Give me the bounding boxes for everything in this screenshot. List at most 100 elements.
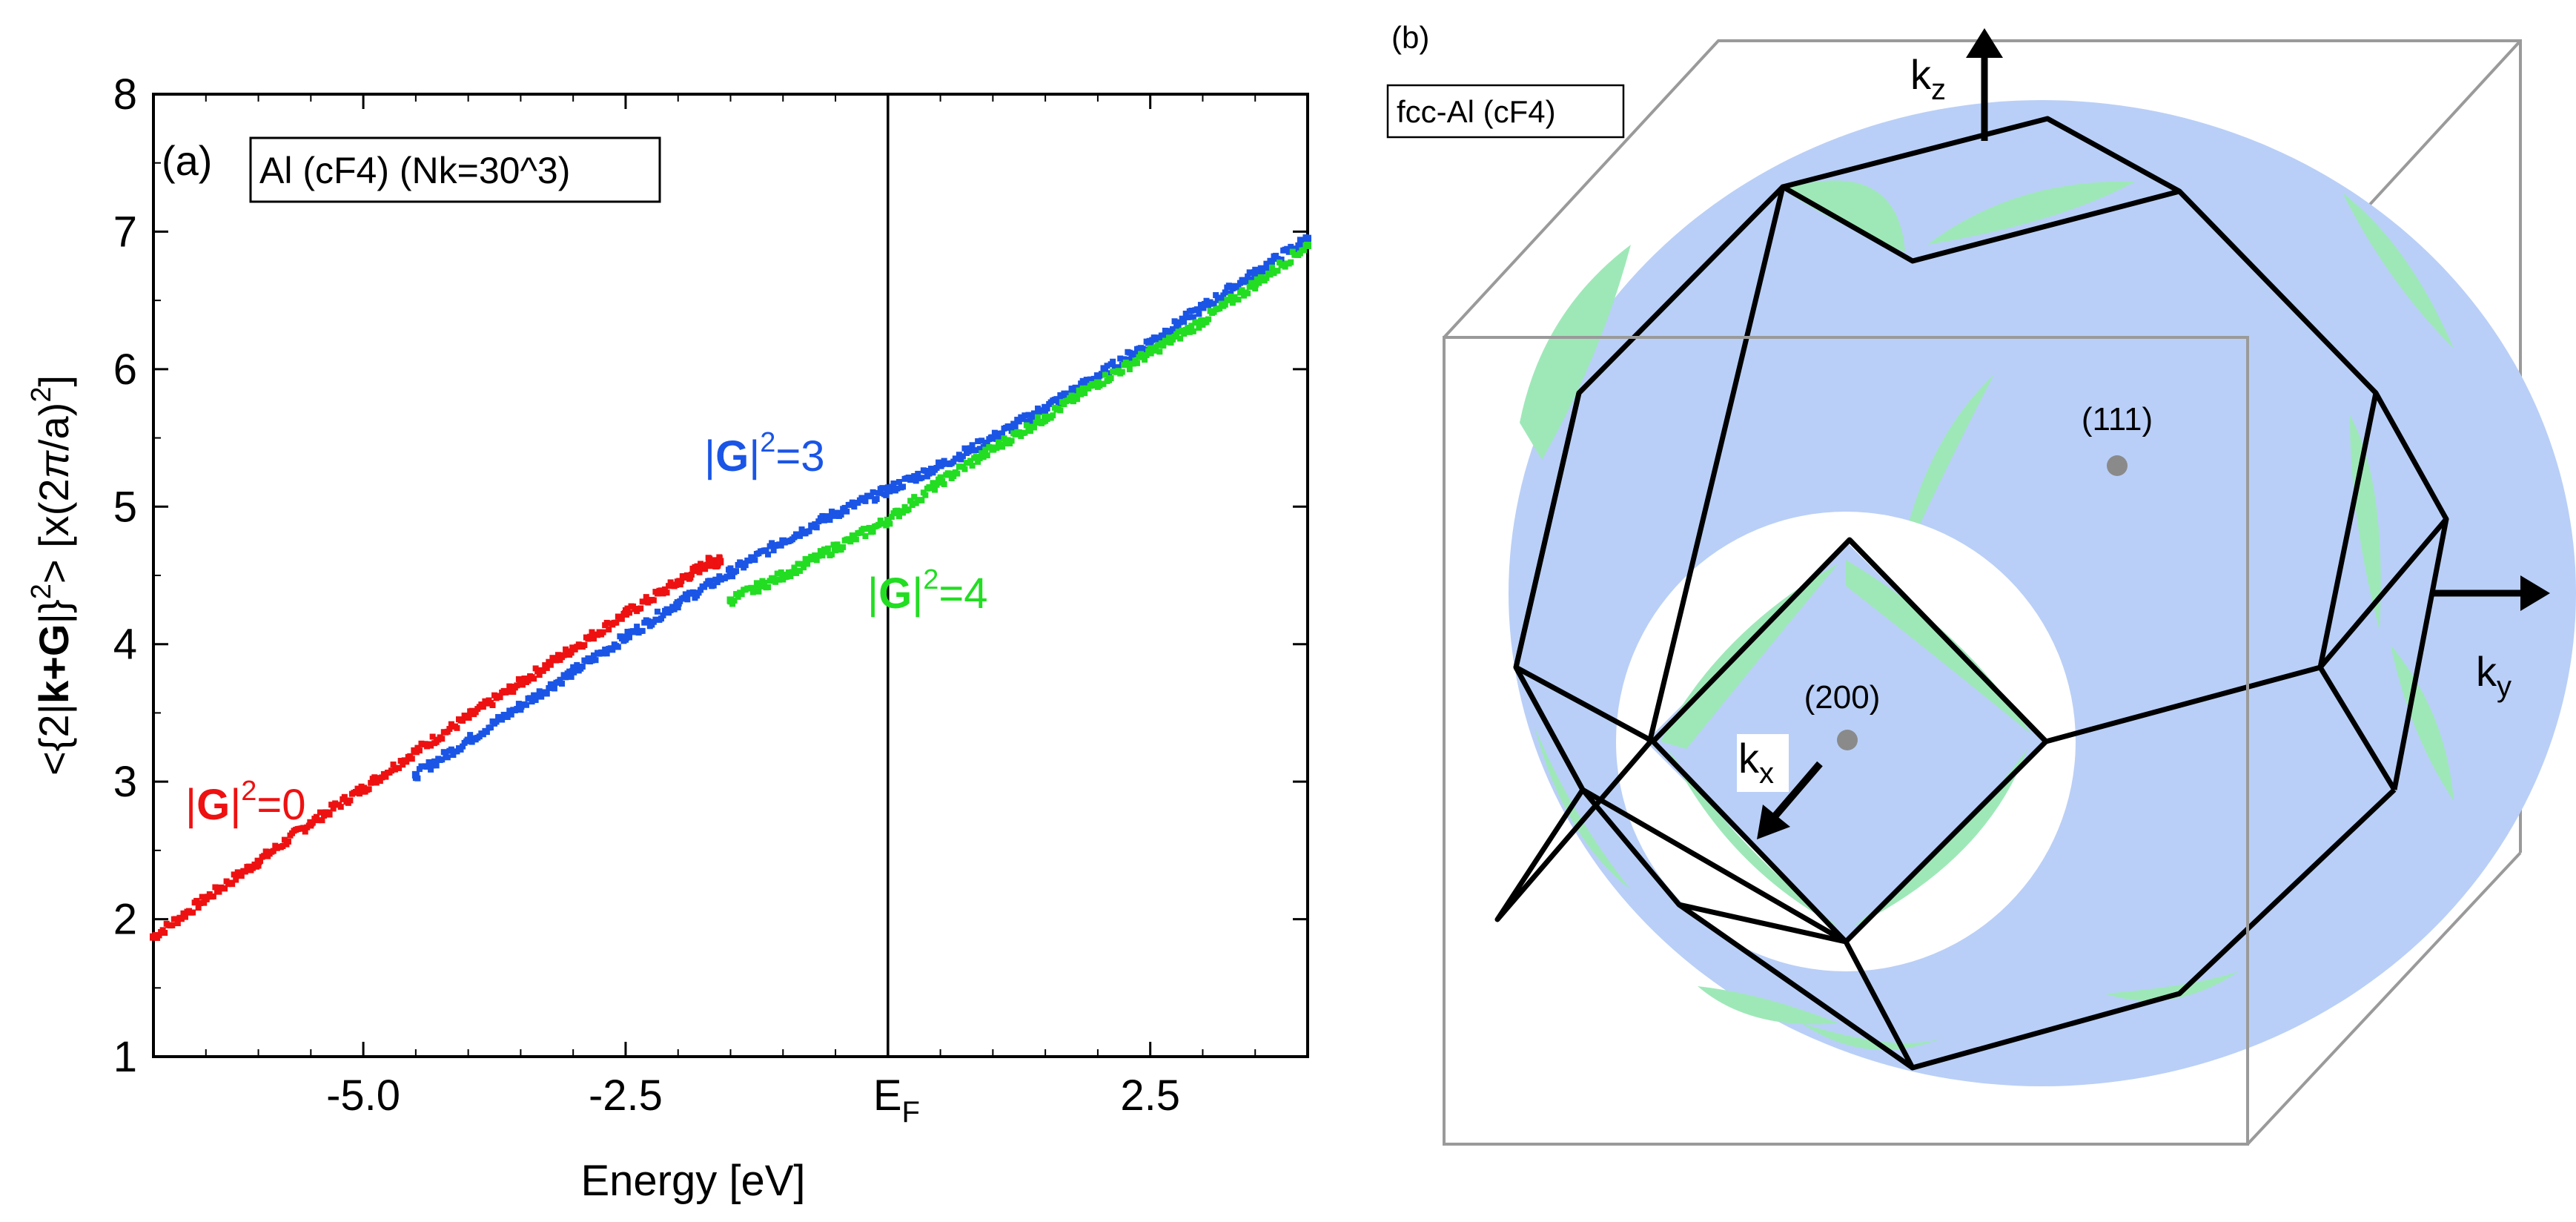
data-point <box>658 587 664 594</box>
data-point <box>1229 300 1236 306</box>
data-point <box>431 758 438 764</box>
data-point <box>476 733 483 740</box>
data-point <box>1022 429 1028 436</box>
data-point <box>1188 307 1195 314</box>
data-point <box>645 618 652 624</box>
data-point <box>979 450 985 457</box>
data-point <box>660 590 666 597</box>
data-point <box>566 668 573 675</box>
data-point <box>377 778 383 785</box>
data-point <box>517 707 524 713</box>
data-point <box>989 445 997 453</box>
data-point <box>1263 274 1270 281</box>
data-point <box>907 498 914 504</box>
data-point <box>632 629 638 635</box>
data-point <box>765 584 772 590</box>
data-point <box>851 532 858 539</box>
data-point <box>504 713 511 720</box>
data-point <box>643 594 649 601</box>
data-point <box>993 445 1000 452</box>
y-tick-label: 1 <box>113 1033 137 1081</box>
panel-a-label: (a) <box>162 137 212 184</box>
data-point <box>753 580 760 587</box>
data-point <box>1285 248 1292 255</box>
data-point <box>1268 259 1275 265</box>
data-point <box>506 707 513 714</box>
data-point <box>1093 372 1102 380</box>
data-point <box>909 502 915 509</box>
data-point <box>795 561 801 567</box>
panel-b-label: (b) <box>1391 20 1429 55</box>
data-point <box>641 598 648 605</box>
data-point <box>457 746 464 753</box>
data-point <box>895 478 902 485</box>
data-point <box>538 693 545 700</box>
data-point <box>1023 418 1030 425</box>
data-point <box>980 454 987 460</box>
data-point <box>1295 242 1302 248</box>
data-point <box>761 579 767 586</box>
data-point <box>609 647 616 653</box>
data-point <box>915 470 921 477</box>
data-point <box>546 684 552 691</box>
data-point <box>354 785 361 792</box>
data-point <box>696 569 703 575</box>
data-point <box>894 507 901 514</box>
data-point <box>694 563 701 569</box>
data-point <box>911 473 918 480</box>
data-point <box>1082 382 1088 389</box>
data-point <box>687 574 694 581</box>
data-point <box>1248 276 1255 283</box>
data-point <box>765 551 772 558</box>
data-point <box>1079 377 1086 384</box>
data-point <box>460 717 466 724</box>
data-point <box>480 731 486 738</box>
data-point <box>967 445 974 452</box>
data-point <box>521 676 528 682</box>
data-point <box>1070 398 1077 405</box>
data-point <box>195 905 202 911</box>
data-point <box>888 483 895 490</box>
data-point <box>534 692 541 698</box>
data-point <box>460 743 466 750</box>
data-point <box>823 549 830 555</box>
data-point <box>589 657 595 664</box>
data-point <box>666 583 672 589</box>
data-point <box>255 862 262 869</box>
data-point <box>1175 328 1182 335</box>
data-point <box>1213 291 1219 298</box>
x-axis-ticks: -5.0 -2.5 EF 2.5 <box>153 94 1308 1129</box>
data-point <box>439 736 446 742</box>
data-point <box>654 608 660 615</box>
data-point <box>1263 260 1270 267</box>
data-point <box>1165 331 1172 337</box>
data-point <box>613 619 620 626</box>
data-point <box>1265 265 1271 271</box>
data-point <box>804 561 811 567</box>
data-point <box>1282 263 1288 270</box>
data-point <box>534 668 541 675</box>
data-point <box>1254 276 1260 283</box>
data-point <box>1106 370 1113 377</box>
data-point <box>564 648 571 655</box>
ky-arrow-icon <box>2520 575 2550 611</box>
data-point <box>1078 391 1085 397</box>
data-point <box>180 910 187 916</box>
data-point <box>671 606 678 612</box>
data-point <box>1132 350 1139 357</box>
data-point <box>231 871 237 878</box>
ky-label: ky <box>2476 648 2512 703</box>
data-point <box>543 664 550 671</box>
data-point <box>1196 325 1202 331</box>
data-point <box>202 894 210 902</box>
data-point <box>905 506 912 513</box>
data-point <box>969 462 976 469</box>
data-point <box>532 665 539 672</box>
data-point <box>1068 392 1075 399</box>
data-point <box>173 916 179 922</box>
data-point <box>193 897 200 904</box>
y-tick-label: 3 <box>113 758 137 806</box>
data-point <box>1104 363 1110 369</box>
data-point <box>321 813 328 819</box>
